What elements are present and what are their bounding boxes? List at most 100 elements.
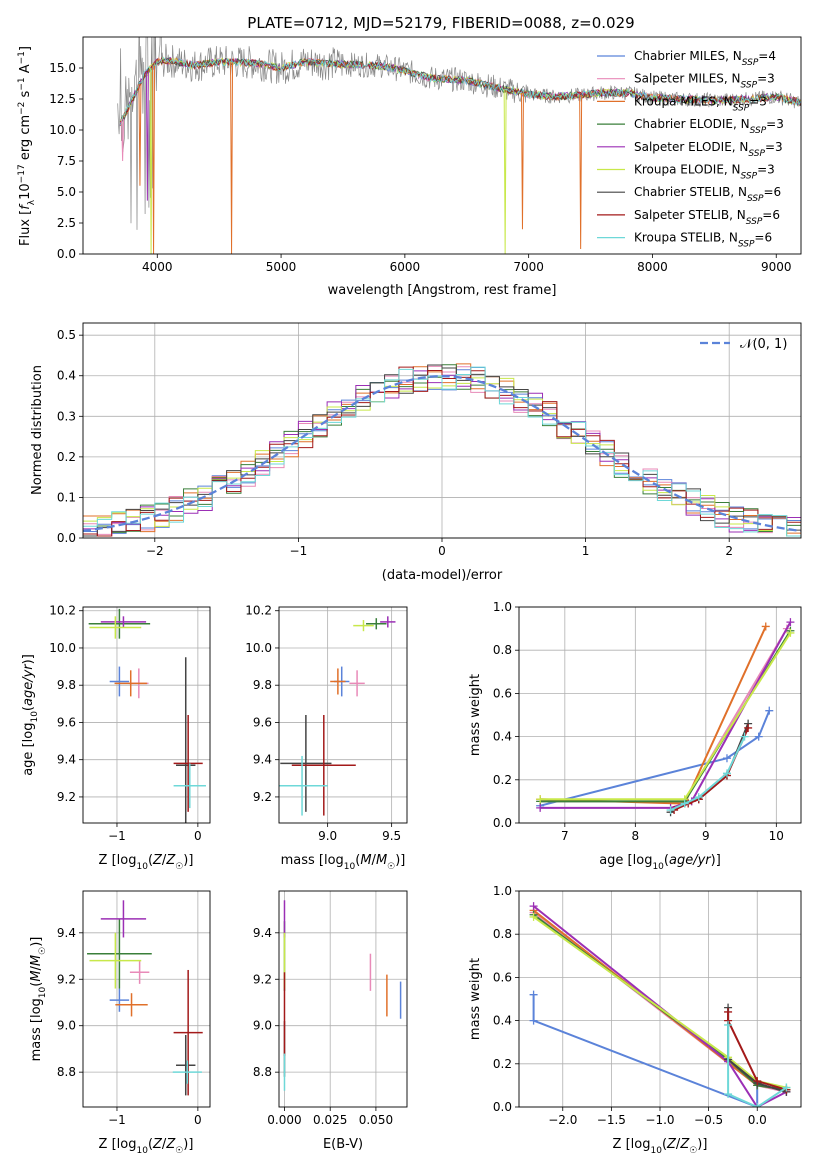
x-tick-label: 0	[194, 1113, 202, 1127]
age_vs_Z-plot	[88, 608, 206, 823]
model-spectrum-line	[119, 56, 801, 123]
model-glitch-spike	[149, 67, 153, 254]
x-tick-label: −1	[290, 544, 308, 558]
axes-frame	[82, 36, 802, 255]
y-tick-label: 1.0	[493, 600, 512, 614]
y-tick-label: 10.2	[49, 604, 76, 618]
axes-frame	[278, 606, 408, 824]
residual-histogram-step	[83, 364, 801, 537]
x-tick-label: 4000	[142, 260, 173, 274]
x-tick-label: 9.5	[382, 829, 401, 843]
y-tick-label: 0.4	[57, 369, 76, 383]
mass_vs_ebv-axes: 0.000 0.025 0.050 8.8 9.0 9.2 9.4 E(B-V)	[253, 890, 408, 1152]
x-tick-label: 0.025	[313, 1113, 347, 1127]
mass-weight-line	[539, 710, 771, 807]
y-tick-label: 9.6	[253, 715, 272, 729]
y-axis-label: mass [log10(M/M☉)]	[29, 937, 48, 1062]
y-tick-label: 9.4	[253, 926, 272, 940]
model-spectrum-line	[119, 57, 801, 127]
axes-frame	[278, 890, 408, 1108]
weight_vs_age-axes: 7 8 9 10 0.0 0.2 0.4 0.6 0.8 1.0 age [log10(age/yr…	[468, 600, 802, 872]
model-spectrum-line	[119, 57, 801, 124]
mass-weight-marker	[753, 1103, 762, 1107]
mass-weight-marker	[722, 754, 731, 763]
mass-weight-marker	[786, 628, 795, 637]
mass_vs_Z-axes: −1 0 8.8 9.0 9.2 9.4 Z [log10(Z/Z☉)] mass [log1…	[29, 890, 211, 1156]
y-tick-label: 0.6	[493, 686, 512, 700]
legend-label: Salpeter ELODIE, NSSP=3	[634, 140, 783, 159]
y-tick-label: 0.2	[493, 773, 512, 787]
model-spectrum-line	[119, 56, 801, 127]
y-tick-label: 0.8	[493, 927, 512, 941]
age_vs_Z-axes: −1 0 9.2 9.4 9.6 9.8 10.0 10.2 Z [log10(Z/Z☉)] ag…	[21, 604, 211, 872]
mass-weight-marker	[744, 723, 753, 732]
axes-frame	[82, 322, 802, 539]
legend-label: Chabrier MILES, NSSP=4	[634, 49, 776, 68]
y-tick-label: 0.5	[57, 328, 76, 342]
x-axis-label: Z [log10(Z/Z☉)]	[613, 1137, 708, 1156]
x-tick-label: 7	[561, 829, 569, 843]
model-glitch-spike	[145, 71, 149, 201]
y-tick-label: 9.4	[253, 753, 272, 767]
model-glitch-spike	[121, 118, 125, 162]
mass-weight-marker	[536, 795, 545, 804]
y-tick-label: 8.8	[57, 1065, 76, 1079]
mass-weight-marker	[529, 902, 538, 911]
x-tick-label: 7000	[513, 260, 544, 274]
model-glitch-spike	[520, 92, 524, 230]
mass-weight-marker	[761, 622, 770, 631]
mass-weight-marker	[694, 793, 703, 802]
legend-label: Kroupa ELODIE, NSSP=3	[634, 163, 775, 182]
mass-weight-line	[540, 628, 788, 803]
x-tick-label: −1.5	[597, 1113, 626, 1127]
x-tick-label: 6000	[390, 260, 421, 274]
legend-label: Chabrier ELODIE, NSSP=3	[634, 117, 784, 136]
mass-weight-marker	[786, 618, 795, 627]
model-spectrum-line	[119, 57, 801, 126]
y-tick-label: 0.2	[493, 1057, 512, 1071]
x-tick-label: 5000	[266, 260, 297, 274]
y-tick-label: 9.2	[253, 790, 272, 804]
mass-weight-marker	[536, 803, 545, 812]
mass-weight-marker	[724, 1020, 733, 1029]
mass-weight-marker	[680, 799, 689, 808]
y-tick-label: 0.4	[493, 1014, 512, 1028]
y-tick-label: 9.0	[253, 1019, 272, 1033]
x-tick-label: 8000	[637, 260, 668, 274]
y-axis-label: Normed distribution	[30, 365, 45, 495]
legend-label: Chabrier STELIB, NSSP=6	[634, 185, 781, 204]
legend-label: Kroupa STELIB, NSSP=6	[634, 231, 772, 250]
weight_vs_Z-plot	[529, 902, 791, 1107]
legend-label: Kroupa MILES, NSSP=3	[634, 94, 767, 113]
x-tick-label: 9	[702, 829, 710, 843]
y-tick-label: 9.0	[57, 1019, 76, 1033]
x-tick-label: 0	[194, 829, 202, 843]
x-tick-label: 9000	[761, 260, 792, 274]
y-axis-label: mass weight	[468, 958, 483, 1040]
x-tick-label: −1.0	[645, 1113, 674, 1127]
figure-title: PLATE=0712, MJD=52179, FIBERID=0088, z=0…	[247, 14, 634, 32]
x-tick-label: −0.5	[694, 1113, 723, 1127]
y-tick-label: 12.5	[49, 92, 76, 106]
mass-weight-line	[533, 916, 787, 1089]
x-tick-label: −1	[108, 1113, 126, 1127]
mass-weight-marker	[765, 706, 774, 715]
x-tick-label: 0.050	[359, 1113, 393, 1127]
residual-histogram-step	[83, 366, 801, 537]
age_vs_mass-axes: 9.0 9.5 9.2 9.4 9.6 9.8 10.0 10.2 mass [log10(M/…	[245, 604, 408, 872]
residual-histogram-step	[83, 366, 801, 537]
x-axis-label: mass [log10(M/M☉)]	[281, 853, 406, 872]
y-axis-label: age [log10(age/yr)]	[21, 654, 40, 776]
y-tick-label: 10.2	[245, 604, 272, 618]
y-axis-label: mass weight	[468, 674, 483, 756]
weight_vs_Z-axes: −2.0 −1.5 −1.0 −0.5 0.0 0.0 0.2 0.4 0.6 0.8 1.0 Z […	[468, 884, 802, 1156]
x-tick-label: 0.0	[748, 1113, 767, 1127]
y-tick-label: 9.2	[57, 790, 76, 804]
mass_vs_ebv-plot	[283, 900, 402, 1091]
mass-weight-marker	[722, 769, 731, 778]
y-tick-label: 5.0	[57, 185, 76, 199]
y-tick-label: 0.6	[493, 970, 512, 984]
x-tick-label: 1	[582, 544, 590, 558]
weight_vs_age-plot	[536, 618, 795, 817]
